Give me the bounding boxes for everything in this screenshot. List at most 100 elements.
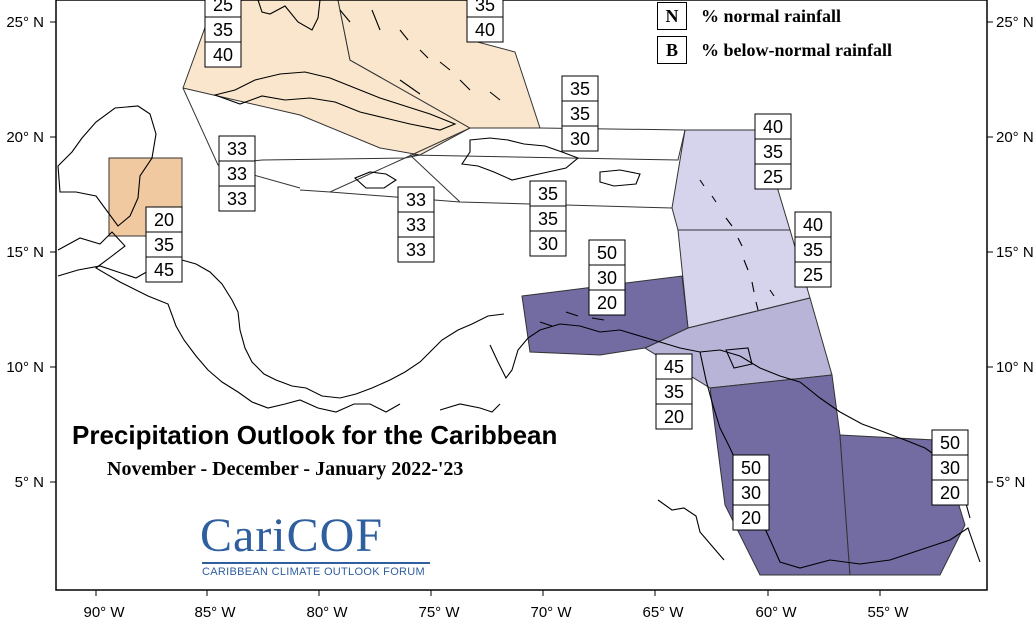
latitude-labels-left: 25° N 20° N 15° N 10° N 5° N xyxy=(6,14,44,491)
forecast-value: 33 xyxy=(406,190,426,210)
forecast-value: 30 xyxy=(741,483,761,503)
jamaica-coast xyxy=(353,171,398,189)
latitude-ticks xyxy=(50,21,993,483)
lon-label-90: 90° W xyxy=(83,604,125,621)
legend-text-normal: % normal rainfall xyxy=(701,5,841,26)
forecast-value: 35 xyxy=(154,235,174,255)
yucatan-coast xyxy=(57,105,157,227)
forecast-value: 20 xyxy=(154,210,174,230)
hispaniola-coast xyxy=(461,137,580,181)
forecast-value: 33 xyxy=(406,215,426,235)
lon-label-70: 70° W xyxy=(530,604,572,621)
region-boundaries xyxy=(182,87,686,209)
forecast-value: 20 xyxy=(664,407,684,427)
lat-label-25: 25° N xyxy=(6,14,44,31)
lat-label-5-right: 5° N xyxy=(996,474,1025,491)
forecast-value: 40 xyxy=(803,215,823,235)
logo-wordmark: CariCOF xyxy=(200,509,384,562)
forecast-box-jamaica: 33 33 33 xyxy=(397,186,435,263)
lat-label-10: 10° N xyxy=(6,359,44,376)
forecast-value: 30 xyxy=(538,234,558,254)
logo-subtitle: CARIBBEAN CLIMATE OUTLOOK FORUM xyxy=(202,566,426,578)
latitude-labels-right: 25° N 20° N 15° N 10° N 5° N xyxy=(996,14,1034,491)
lon-label-75: 75° W xyxy=(418,604,460,621)
forecast-value: 35 xyxy=(538,209,558,229)
forecast-box-suriname: 50 30 20 xyxy=(931,429,969,506)
forecast-box-western-caribbean: 33 33 33 xyxy=(218,135,256,212)
pacific-coast-sa xyxy=(657,499,725,561)
caricof-logo: CariCOF CARIBBEAN CLIMATE OUTLOOK FORUM xyxy=(200,512,430,578)
bahamas-islands xyxy=(339,9,501,101)
forecast-value: 35 xyxy=(570,79,590,99)
trinidad-coast xyxy=(725,347,753,369)
forecast-value: 25 xyxy=(763,167,783,187)
forecast-value: 35 xyxy=(538,184,558,204)
legend-key-below: B xyxy=(657,36,687,64)
longitude-ticks xyxy=(95,590,881,596)
central-america-pacific xyxy=(57,231,401,413)
forecast-value: 35 xyxy=(763,142,783,162)
forecast-value: 35 xyxy=(664,382,684,402)
forecast-value: 35 xyxy=(475,0,495,15)
forecast-value: 25 xyxy=(213,0,233,15)
colombia-coast xyxy=(489,323,801,383)
forecast-value: 20 xyxy=(741,508,761,528)
forecast-value: 50 xyxy=(940,433,960,453)
forecast-box-bahamas: 35 40 xyxy=(466,0,504,43)
forecast-box-guyana: 50 30 20 xyxy=(732,454,770,531)
legend-below: B % below-normal rainfall xyxy=(657,36,892,64)
forecast-value: 45 xyxy=(664,357,684,377)
map-subtitle: November - December - January 2022-'23 xyxy=(107,458,464,480)
lat-label-20-right: 20° N xyxy=(996,129,1034,146)
forecast-value: 20 xyxy=(597,293,617,313)
forecast-box-leeward: 40 35 25 xyxy=(754,113,792,190)
lat-label-10-right: 10° N xyxy=(996,359,1034,376)
forecast-value: 30 xyxy=(597,268,617,288)
forecast-zones xyxy=(108,0,966,576)
forecast-value: 40 xyxy=(763,117,783,137)
forecast-value: 50 xyxy=(741,458,761,478)
forecast-value: 33 xyxy=(406,240,426,260)
lat-label-15-right: 15° N xyxy=(996,244,1034,261)
lat-label-5: 5° N xyxy=(15,474,44,491)
map-frame xyxy=(55,0,988,591)
logo-rule xyxy=(202,562,430,564)
abc-islands xyxy=(539,311,605,327)
forecast-value: 35 xyxy=(803,240,823,260)
forecast-value: 30 xyxy=(570,129,590,149)
forecast-box-turks-caicos: 35 35 30 xyxy=(561,75,599,152)
forecast-value: 35 xyxy=(213,20,233,40)
forecast-box-trinidad: 45 35 20 xyxy=(655,353,693,430)
forecast-box-belize: 20 35 45 xyxy=(145,206,183,283)
forecast-value: 45 xyxy=(154,260,174,280)
florida-coast xyxy=(257,0,321,31)
map-title: Precipitation Outlook for the Caribbean xyxy=(72,420,558,450)
puerto-rico-coast xyxy=(599,169,641,187)
lon-label-85: 85° W xyxy=(194,604,236,621)
forecast-value: 35 xyxy=(570,104,590,124)
forecast-value: 30 xyxy=(940,458,960,478)
forecast-box-cuba: 25 35 40 xyxy=(204,0,242,68)
lon-label-65: 65° W xyxy=(642,604,684,621)
lesser-antilles xyxy=(699,179,775,311)
forecast-boxes: 25 35 40 35 40 35 35 30 33 33 33 20 35 4… xyxy=(145,0,969,531)
forecast-value: 33 xyxy=(227,189,247,209)
forecast-value: 25 xyxy=(803,265,823,285)
lat-label-15: 15° N xyxy=(6,244,44,261)
south-america-interior xyxy=(699,351,981,569)
lat-label-20: 20° N xyxy=(6,129,44,146)
forecast-value: 40 xyxy=(213,45,233,65)
legend-key-normal: N xyxy=(657,2,687,30)
lon-label-80: 80° W xyxy=(306,604,348,621)
legend-normal: N % normal rainfall xyxy=(657,2,841,30)
lon-label-60: 60° W xyxy=(755,604,797,621)
longitude-labels: 90° W 85° W 80° W 75° W 70° W 65° W 60° … xyxy=(83,604,909,621)
central-america-coast xyxy=(57,259,505,399)
panama-coast xyxy=(439,403,501,413)
forecast-value: 50 xyxy=(597,243,617,263)
zone-guyana xyxy=(709,374,851,576)
cuba-coast xyxy=(213,71,457,131)
forecast-value: 33 xyxy=(227,164,247,184)
lat-label-25-right: 25° N xyxy=(996,14,1034,31)
